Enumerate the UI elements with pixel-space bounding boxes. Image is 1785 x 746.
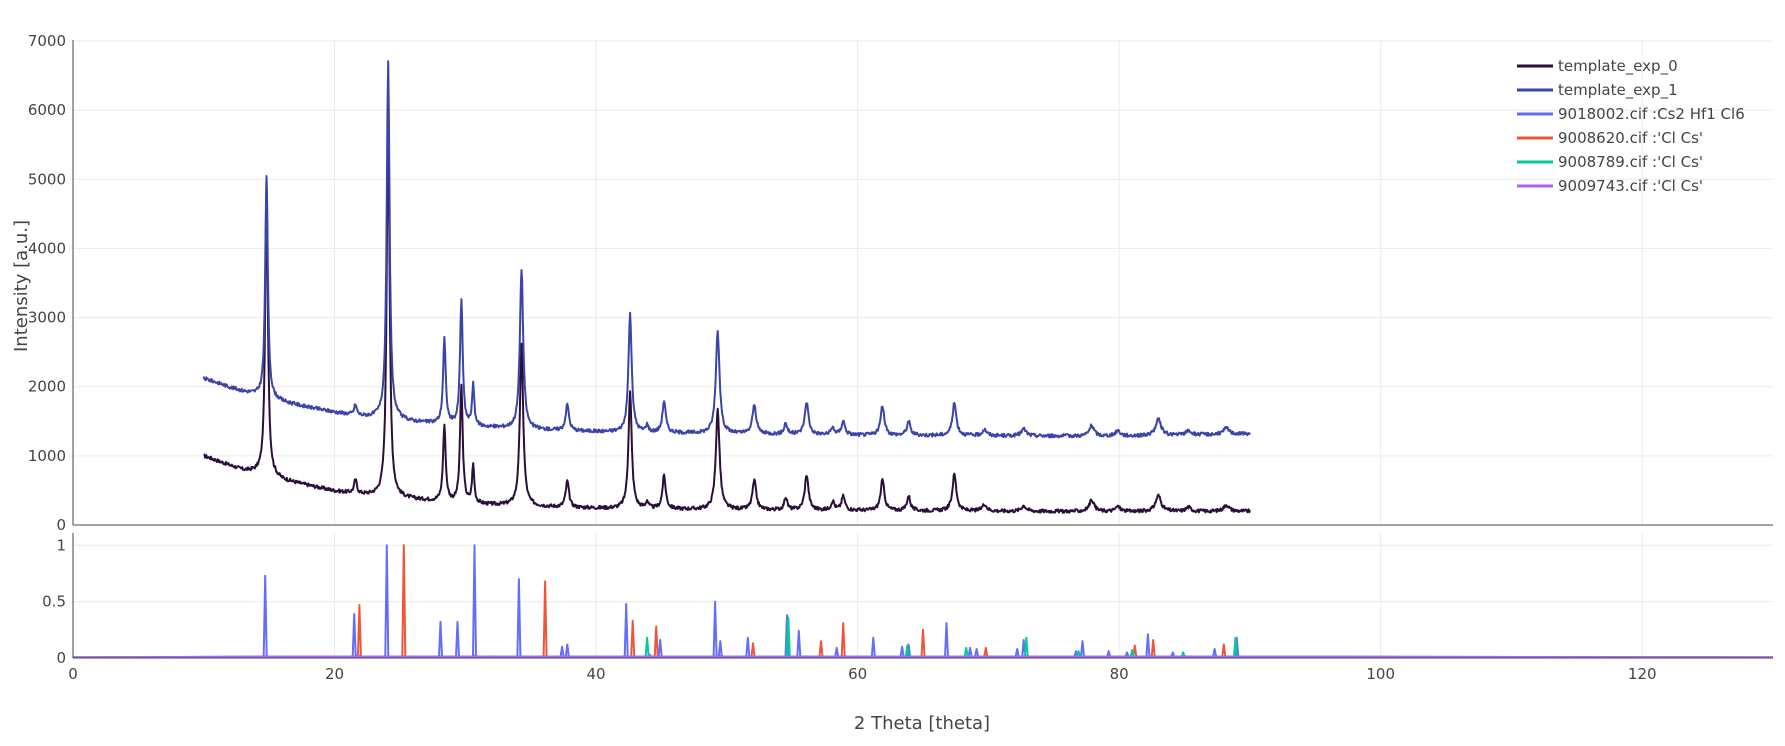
legend-item[interactable]: 9008620.cif :'Cl Cs' (1517, 129, 1703, 147)
top-panel-series (202, 60, 1251, 514)
top-panel-grid (73, 40, 1773, 525)
legend[interactable]: template_exp_0 template_exp_1 9018002.cif … (1517, 57, 1745, 195)
x-tick-label: 80 (1110, 665, 1129, 683)
top-y-tick-label: 0 (56, 516, 66, 534)
top-y-tick-label: 1000 (28, 447, 66, 465)
x-axis-title: 2 Theta [theta] (854, 713, 990, 734)
top-y-tick-label: 3000 (28, 309, 66, 327)
legend-item[interactable]: 9018002.cif :Cs2 Hf1 Cl6 (1517, 105, 1745, 123)
legend-label: 9008620.cif :'Cl Cs' (1558, 129, 1703, 147)
top-y-tick-label: 7000 (28, 32, 66, 50)
axes (72, 40, 1773, 659)
bottom-y-tick-label: 0 (56, 649, 66, 667)
x-tick-label: 0 (68, 665, 78, 683)
legend-label: 9018002.cif :Cs2 Hf1 Cl6 (1558, 105, 1745, 123)
legend-label: template_exp_1 (1558, 81, 1678, 100)
x-tick-label: 40 (587, 665, 606, 683)
x-tick-label: 60 (848, 665, 867, 683)
legend-item[interactable]: template_exp_1 (1517, 81, 1678, 100)
reference-pattern-9008789-cif-cl-cs- (72, 616, 1774, 659)
legend-item[interactable]: 9008789.cif :'Cl Cs' (1517, 153, 1703, 171)
tick-labels: 0 20 40 60 80 100 120 0 1000 2000 3000 4000 5000 6000… (28, 32, 1657, 683)
legend-label: 9009743.cif :'Cl Cs' (1558, 177, 1703, 195)
legend-label: 9008789.cif :'Cl Cs' (1558, 153, 1703, 171)
top-y-tick-label: 2000 (28, 378, 66, 396)
series-line-template-exp-1 (202, 60, 1251, 439)
reference-pattern-9018002-cif-cs2-hf1-cl6 (72, 544, 1774, 659)
x-tick-label: 120 (1628, 665, 1657, 683)
legend-label: template_exp_0 (1558, 57, 1678, 76)
series-line-template-exp-0 (203, 117, 1251, 514)
bottom-panel-grid (73, 533, 1773, 658)
bottom-panel-series (72, 544, 1774, 659)
top-y-tick-label: 5000 (28, 170, 66, 188)
top-y-tick-label: 6000 (28, 101, 66, 119)
bottom-y-tick-label: 1 (56, 536, 66, 554)
legend-item[interactable]: template_exp_0 (1517, 57, 1678, 76)
top-y-tick-label: 4000 (28, 239, 66, 257)
y-axis-title: Intensity [a.u.] (11, 220, 32, 352)
x-tick-label: 100 (1366, 665, 1395, 683)
x-tick-label: 20 (325, 665, 344, 683)
legend-item[interactable]: 9009743.cif :'Cl Cs' (1517, 177, 1703, 195)
reference-pattern-9009743-cif-cl-cs- (72, 653, 1774, 659)
bottom-y-tick-label: 0.5 (42, 593, 66, 611)
